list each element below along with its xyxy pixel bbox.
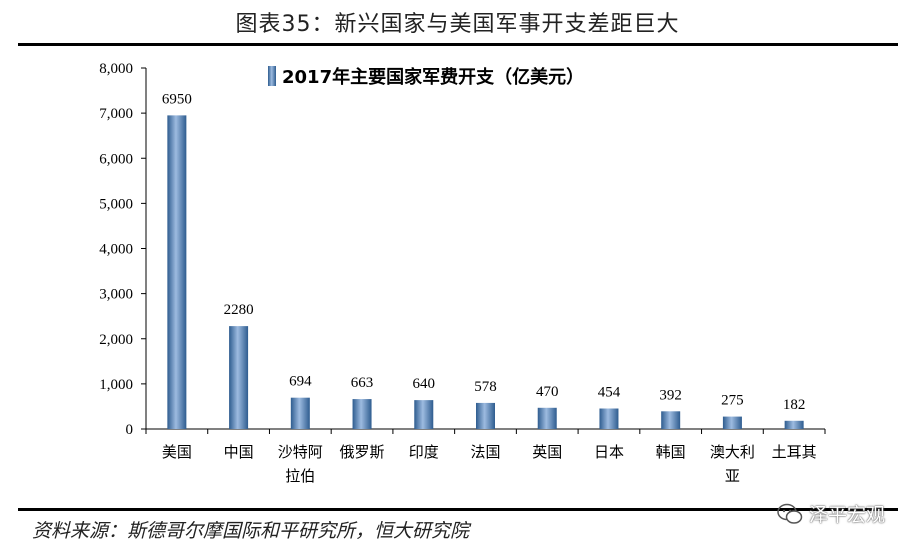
data-label: 6950	[162, 91, 192, 107]
data-label: 2280	[224, 302, 254, 318]
data-label: 392	[659, 387, 682, 403]
category-label: 沙特阿	[278, 443, 323, 461]
y-tick-label: 8,000	[99, 61, 133, 77]
bar	[229, 326, 249, 429]
category-label: 中国	[224, 443, 254, 461]
bar	[414, 400, 434, 429]
wechat-icon	[777, 503, 803, 524]
category-label: 亚	[725, 467, 740, 485]
data-label: 182	[783, 397, 806, 413]
data-label: 454	[598, 385, 621, 401]
data-label: 640	[413, 376, 436, 392]
bar	[722, 416, 742, 429]
data-label: 694	[289, 374, 312, 390]
y-tick-label: 0	[126, 422, 134, 438]
watermark: 泽平宏观	[777, 500, 885, 527]
y-tick-label: 5,000	[99, 196, 133, 212]
bar	[537, 407, 557, 429]
category-label: 英国	[532, 443, 562, 461]
y-tick-label: 3,000	[99, 287, 133, 303]
category-label: 法国	[470, 443, 500, 461]
bar	[599, 408, 619, 429]
bar	[476, 402, 495, 429]
data-label: 663	[351, 375, 374, 391]
category-label: 土耳其	[772, 443, 817, 461]
legend-label: 2017年主要国家军费开支（亿美元）	[282, 66, 584, 88]
bar	[661, 411, 681, 429]
figure-title: 图表35：新兴国家与美国军事开支差距巨大	[235, 12, 680, 37]
y-tick-label: 1,000	[99, 377, 133, 393]
y-tick-label: 2,000	[99, 332, 133, 348]
bar	[784, 420, 804, 429]
category-label: 澳大利	[710, 443, 755, 461]
y-tick-label: 4,000	[99, 242, 133, 258]
bar-chart: 0 1,000 2,000 3,000 4,000 5,000 6,000 7,000 8,00…	[99, 61, 826, 485]
data-label: 470	[536, 384, 559, 400]
y-tick-label: 7,000	[99, 106, 133, 122]
chart-legend: 2017年主要国家军费开支（亿美元）	[268, 66, 584, 88]
bar	[290, 397, 310, 429]
category-label: 印度	[409, 443, 439, 461]
category-label: 韩国	[656, 443, 686, 461]
data-label: 578	[474, 379, 497, 395]
category-label: 日本	[594, 443, 624, 461]
bar	[352, 399, 372, 429]
y-tick-label: 6,000	[99, 151, 133, 167]
category-label: 美国	[162, 443, 192, 461]
bottom-rule	[18, 508, 898, 511]
data-label: 275	[721, 393, 744, 409]
legend-swatch	[268, 66, 276, 86]
source-note: 资料来源：斯德哥尔摩国际和平研究所，恒大研究院	[32, 520, 470, 542]
bar	[167, 115, 187, 429]
watermark-text: 泽平宏观	[808, 504, 885, 526]
category-label: 俄罗斯	[340, 443, 385, 461]
chart-axes: 0 1,000 2,000 3,000 4,000 5,000 6,000 7,000 8,00…	[99, 61, 826, 438]
category-label: 拉伯	[285, 467, 315, 485]
top-rule	[18, 43, 898, 46]
